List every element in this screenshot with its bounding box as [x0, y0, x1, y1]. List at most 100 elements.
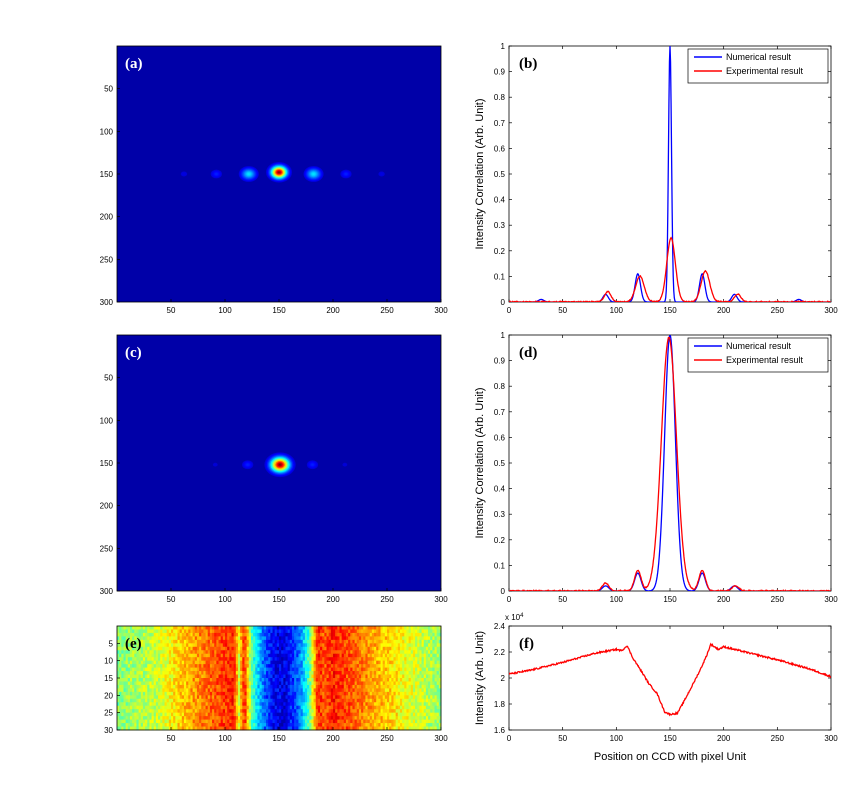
heatmap-cell [212, 629, 215, 634]
heatmap-cell [432, 653, 435, 658]
heatmap-cell [253, 702, 256, 707]
heatmap-cell [367, 657, 371, 662]
heatmap-cell [279, 705, 282, 710]
heatmap-cell [296, 671, 299, 675]
heatmap-cell [151, 719, 155, 724]
heatmap-cell [384, 681, 388, 686]
heatmap-cell [121, 688, 124, 693]
heatmap-cell [192, 705, 196, 710]
heatmap-cell [333, 719, 336, 724]
heatmap-cell [294, 646, 297, 651]
heatmap-cell [121, 632, 124, 637]
heatmap-cell [436, 688, 440, 693]
heatmap-cell [307, 719, 310, 724]
heatmap-cell [209, 667, 213, 672]
heatmap-cell [123, 664, 127, 668]
heatmap-cell [374, 709, 377, 714]
heatmap-cell [387, 636, 390, 641]
heatmap-cell [129, 646, 133, 651]
heatmap-cell [399, 639, 403, 644]
heatmap-cell [281, 716, 284, 720]
heatmap-cell [240, 716, 243, 720]
heatmap-cell [412, 632, 416, 637]
heatmap-cell [153, 650, 157, 655]
heatmap-cell [399, 650, 403, 655]
heatmap-cell [270, 702, 273, 707]
heatmap-cell [263, 674, 267, 679]
heatmap-cell [361, 636, 364, 641]
heatmap-cell [261, 653, 265, 658]
heatmap-cell [220, 629, 224, 634]
heatmap-cell [168, 650, 172, 655]
heatmap-cell [190, 629, 193, 634]
heatmap-cell [371, 653, 375, 658]
heatmap-cell [399, 698, 403, 703]
heatmap-cell [203, 681, 206, 686]
heatmap-cell [242, 636, 245, 641]
heatmap-cell [205, 691, 209, 696]
heatmap-cell [181, 688, 185, 693]
heatmap-cell [164, 695, 168, 700]
heatmap-cell [168, 688, 172, 693]
heatmap-cell [171, 681, 174, 686]
heatmap-cell [337, 709, 340, 714]
heatmap-cell [168, 719, 172, 724]
heatmap-cell [192, 674, 196, 679]
x-tick-label: 150 [663, 734, 677, 743]
heatmap-cell [129, 719, 133, 724]
heatmap-cell [281, 664, 284, 668]
heatmap-cell [207, 653, 211, 658]
y-tick-label: 250 [100, 255, 114, 264]
heatmap-cell [171, 664, 174, 668]
heatmap-cell [175, 702, 178, 707]
heatmap-cell [399, 626, 403, 630]
heatmap-cell [324, 643, 327, 648]
heatmap-cell [438, 629, 442, 634]
heatmap-cell [140, 667, 144, 672]
heatmap-cell [380, 688, 384, 693]
heatmap-cell [380, 705, 384, 710]
heatmap-cell [153, 678, 157, 682]
heatmap-cell [196, 698, 200, 703]
heatmap-cell [283, 636, 286, 641]
heatmap-cell [382, 636, 386, 641]
heatmap-cell [438, 716, 442, 720]
heatmap-cell [287, 664, 291, 668]
heatmap-cell [374, 691, 377, 696]
heatmap-cell [158, 678, 161, 682]
heatmap-cell [287, 684, 291, 689]
heatmap-cell [330, 674, 334, 679]
heatmap-cell [171, 667, 174, 672]
heatmap-cell [209, 632, 213, 637]
heatmap-cell [367, 726, 371, 731]
heatmap-cell [220, 667, 224, 672]
heatmap-cell [142, 639, 146, 644]
y-tick-label: 300 [100, 298, 114, 307]
heatmap-cell [402, 664, 405, 668]
heatmap-cell [391, 660, 394, 665]
heatmap-cell [259, 636, 263, 641]
heatmap-cell [261, 626, 265, 630]
heatmap-cell [387, 660, 390, 665]
heatmap-cell [227, 646, 230, 651]
heatmap-cell [149, 653, 152, 658]
heatmap-cell [248, 657, 252, 662]
heatmap-cell [149, 629, 152, 634]
heatmap-cell [149, 657, 152, 662]
heatmap-cell [166, 646, 170, 651]
heatmap-cell [177, 653, 181, 658]
heatmap-cell [196, 705, 200, 710]
heatmap-cell [205, 726, 209, 731]
heatmap-cell [352, 646, 355, 651]
heatmap-cell [417, 702, 420, 707]
heatmap-cell [410, 719, 414, 724]
heatmap-cell [313, 636, 317, 641]
heatmap-cell [298, 681, 301, 686]
heatmap-cell [402, 660, 405, 665]
heatmap-cell [402, 705, 405, 710]
heatmap-cell [149, 626, 152, 630]
heatmap-cell [397, 674, 401, 679]
heatmap-cell [203, 632, 206, 637]
heatmap-cell [326, 716, 330, 720]
